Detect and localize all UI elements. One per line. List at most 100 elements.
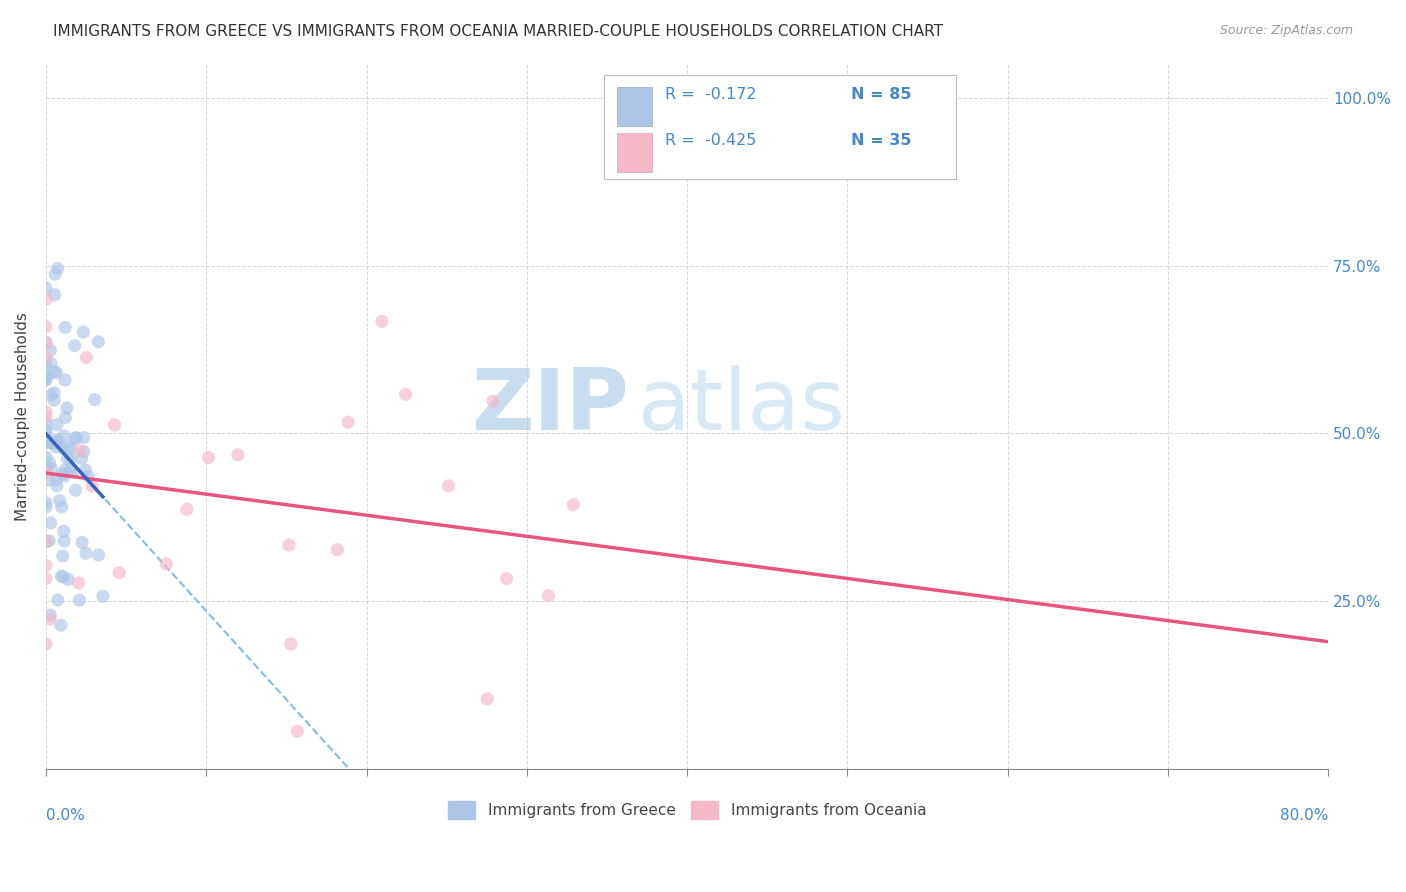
Point <box>83 392 105 407</box>
Point <box>35 292 58 306</box>
Point <box>56 451 79 466</box>
Point <box>52 441 75 455</box>
Point <box>35 496 58 510</box>
Point <box>35 572 58 586</box>
Point <box>35 409 58 424</box>
Point <box>35 281 58 295</box>
Point <box>49 618 72 632</box>
Point <box>41 436 63 450</box>
Point <box>58 573 80 587</box>
Text: N = 35: N = 35 <box>851 133 911 148</box>
Point <box>45 473 67 487</box>
Point <box>67 593 90 607</box>
Text: 80.0%: 80.0% <box>1279 808 1329 823</box>
Point <box>39 388 62 402</box>
Point <box>482 394 505 409</box>
Point <box>82 479 104 493</box>
Point <box>35 423 58 437</box>
Point <box>35 373 58 387</box>
Point <box>477 691 499 706</box>
Point <box>35 351 58 365</box>
Point <box>70 535 93 549</box>
Bar <box>617 87 652 126</box>
Point <box>59 442 82 456</box>
Point <box>35 370 58 384</box>
Point <box>35 368 58 383</box>
Point <box>155 557 177 571</box>
Point <box>75 463 97 477</box>
Point <box>41 461 63 475</box>
Point <box>35 534 58 549</box>
Point <box>65 483 87 498</box>
Point <box>45 366 67 380</box>
Point <box>52 524 75 539</box>
Point <box>69 443 91 458</box>
Bar <box>617 133 652 172</box>
Point <box>51 500 73 514</box>
Point <box>44 365 66 379</box>
Point <box>326 542 349 557</box>
Point <box>67 576 90 591</box>
Point <box>394 387 416 401</box>
Text: 0.0%: 0.0% <box>46 808 84 823</box>
Point <box>75 546 97 560</box>
Point <box>39 608 62 623</box>
Point <box>45 479 67 493</box>
Point <box>226 448 249 462</box>
Point <box>53 373 76 387</box>
Y-axis label: Married-couple Households: Married-couple Households <box>15 312 30 521</box>
Point <box>197 450 219 465</box>
Point <box>59 451 82 466</box>
Point <box>48 493 70 508</box>
Text: Source: ZipAtlas.com: Source: ZipAtlas.com <box>1219 24 1353 37</box>
Point <box>35 558 58 573</box>
Point <box>337 415 360 429</box>
Point <box>35 462 58 476</box>
FancyBboxPatch shape <box>603 75 956 179</box>
Point <box>45 440 67 454</box>
Text: N = 85: N = 85 <box>851 87 911 103</box>
Point <box>38 473 60 487</box>
Point <box>56 401 79 415</box>
Point <box>495 572 517 586</box>
Point <box>44 288 66 302</box>
Point <box>63 338 86 352</box>
Point <box>73 431 96 445</box>
Point <box>39 612 62 626</box>
Point <box>537 589 560 603</box>
Point <box>62 465 84 479</box>
Point <box>35 416 58 430</box>
Point <box>44 267 66 281</box>
Text: IMMIGRANTS FROM GREECE VS IMMIGRANTS FROM OCEANIA MARRIED-COUPLE HOUSEHOLDS CORR: IMMIGRANTS FROM GREECE VS IMMIGRANTS FRO… <box>53 24 943 39</box>
Point <box>39 343 62 358</box>
Point <box>35 435 58 450</box>
Point <box>35 500 58 514</box>
Point <box>73 444 96 458</box>
Point <box>35 371 58 385</box>
Point <box>35 404 58 418</box>
Point <box>35 534 58 549</box>
Point <box>103 417 125 432</box>
Point <box>35 461 58 475</box>
Point <box>53 410 76 425</box>
Point <box>108 566 131 580</box>
Point <box>75 351 97 365</box>
Point <box>72 325 94 339</box>
Point <box>562 498 585 512</box>
Point <box>35 466 58 480</box>
Point <box>39 356 62 370</box>
Point <box>35 637 58 651</box>
Point <box>35 450 58 465</box>
Point <box>38 533 60 548</box>
Point <box>87 548 110 562</box>
Point <box>176 502 198 516</box>
Point <box>35 357 58 371</box>
Point <box>51 467 73 482</box>
Text: atlas: atlas <box>638 365 846 448</box>
Point <box>44 385 66 400</box>
Point <box>46 593 69 607</box>
Point <box>53 533 76 548</box>
Point <box>51 569 73 583</box>
Point <box>285 724 308 739</box>
Point <box>35 425 58 440</box>
